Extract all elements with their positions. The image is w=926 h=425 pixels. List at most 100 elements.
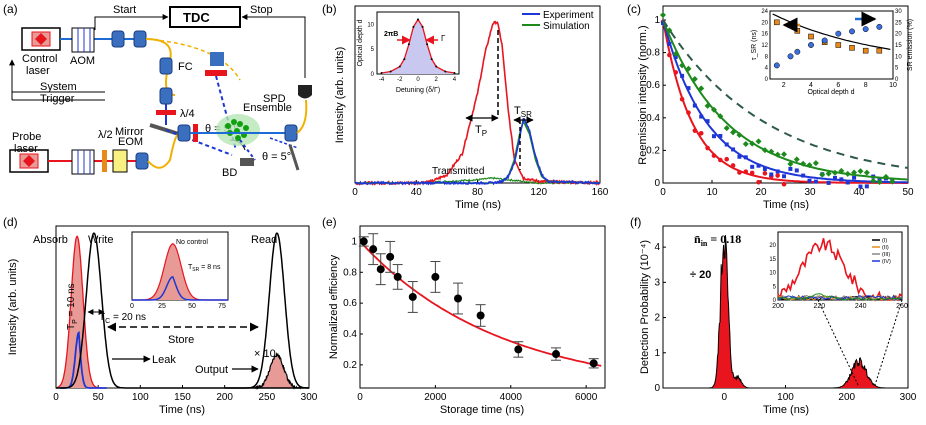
x-tick-label: 0 [357,392,363,403]
data-point [691,76,698,83]
data-point [718,133,723,138]
leak-label: Leak [152,354,176,366]
inset-point [398,65,401,68]
inset-point [453,72,456,75]
data-point [685,65,692,72]
fit-line [662,19,908,184]
panel-b-chart: (b) Intensity (arb. units) Time (ns) 0 40… [322,2,609,211]
data-point [737,154,742,159]
nin-label: n̄in = 0.18 [694,232,741,248]
x-tick-label: 30 [804,187,816,198]
inset-legend-label: (II) [882,245,889,251]
data-point [454,294,462,303]
inset-legend-label: (III) [882,252,890,258]
data-point [852,175,857,180]
inset-plot: 200 220 240 260 0 5 10 15 20 (I)(II)(III)(IV) [769,238,908,310]
y-tick-label: 3 [654,277,660,288]
y-axis-label: Intensity (arb. units) [334,47,346,144]
data-point [788,166,793,171]
inset-y-tick-label: 20 [769,243,776,249]
fiber-coupler-icon [159,87,173,105]
data-point [742,140,749,147]
inset-x-tick-label: 0 [416,77,420,83]
inset-legend-label: (IV) [882,259,891,265]
fit-line [662,19,909,184]
legend-simulation: Simulation [543,21,590,32]
inset-tau-point [808,33,814,40]
data-point [857,168,864,175]
inset-tau-point [835,42,842,48]
inset-point [421,25,424,28]
div20-label: ÷ 20 [690,269,711,281]
x-tick-label: 100 [777,392,794,403]
tdc-label: TDC [183,10,210,25]
inset-point [403,58,406,61]
inset-x-tick-label: 2 [782,82,786,89]
data-point [769,172,774,177]
signal-line [687,235,902,389]
y-tick-label: 1 [351,236,357,247]
inset-y-right-tick-label: 15 [895,43,902,49]
x-tick-label: 200 [838,392,855,403]
output-fiber [296,99,308,134]
data-point [825,170,832,177]
data-point [711,153,717,158]
data-point [667,52,672,58]
inset-point [444,70,447,73]
data-point [807,178,812,183]
inset-x-tick-label: 25 [158,303,166,310]
data-point [660,11,666,18]
inset-point [417,18,419,21]
spd-label: SPD [263,93,286,105]
data-point [376,265,385,274]
inset-y-left-tick-label: 0 [765,77,769,83]
inset-x-tick-label: 240 [855,303,867,310]
write-label: Write [88,234,113,246]
mirror-label: Mirror [115,126,144,138]
inset-point [426,43,429,46]
inset-y-left-tick-label: 20 [761,20,768,26]
data-point [863,169,870,176]
y-tick-label: 0.2 [343,360,357,371]
absorb-label: Absorb [33,234,68,246]
stop-wire [241,14,306,78]
data-point [552,350,560,359]
inset-y-tick-label: 5 [371,47,375,53]
times10-label: × 10 [254,348,276,360]
fit-line [662,19,909,181]
data-point [774,151,781,158]
data-point [812,160,819,167]
control-beam-angle [165,129,233,156]
store-label: Store [168,334,194,346]
data-point [673,70,679,75]
inset-x-tick-label: -2 [397,77,403,83]
data-point [832,175,837,180]
data-point [858,184,863,189]
data-point [686,110,691,115]
inset-tau-point [774,19,780,26]
panel-c-chart: (c) Reemission intensity (norm.) Time (n… [627,2,914,211]
inset-x-tick-label: 75 [218,303,226,310]
inset-point [380,72,383,75]
inset-x-tick-label: 4 [453,77,457,83]
data-point [736,131,743,138]
data-point [724,156,729,162]
inset-sr-point [808,42,814,48]
read-label: Read [251,234,277,246]
inset-sr-point [849,28,855,35]
tsr-label: TSR [514,105,532,119]
spd-icon [298,85,312,99]
fiber-coupler-icon [111,30,125,48]
x-tick-label: 100 [132,392,149,403]
quarter-label: λ/4 [180,108,195,120]
x-axis-label: Time (ns) [763,404,809,416]
data-point [679,96,685,102]
inset-y-label: Optical depth d [357,19,364,66]
y-axis-label: Reemission intensity (norm.) [637,25,649,164]
y-tick-label: 0.2 [646,145,660,156]
panel-e-chart: (e) Normalized efficiency Storage time (… [322,215,606,416]
quarter-waveplate [156,110,176,115]
series-lines [660,11,909,189]
